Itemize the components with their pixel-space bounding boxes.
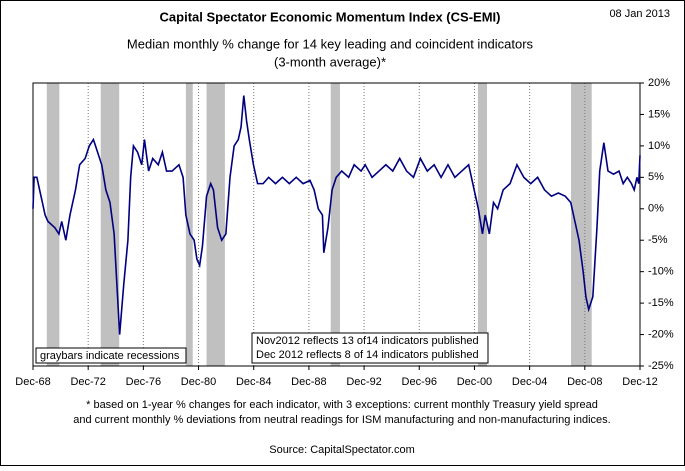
y-tick-label: -25% (648, 360, 674, 372)
recession-band (571, 83, 592, 366)
recession-band (100, 83, 120, 366)
x-tick-label: Dec-88 (291, 376, 326, 388)
y-tick-label: -20% (648, 328, 674, 340)
y-tick-label: -10% (648, 266, 674, 278)
annotation-box (251, 332, 489, 364)
chart-title: Capital Spectator Economic Momentum Inde… (160, 9, 501, 24)
x-tick-label: Dec-04 (512, 376, 547, 388)
y-tick-label: 5% (648, 171, 664, 183)
recession-band (330, 83, 340, 366)
date: 08 Jan 2013 (609, 8, 670, 20)
recession-band (185, 83, 193, 366)
y-tick-label: 0% (648, 203, 664, 215)
y-tick-label: 10% (648, 140, 670, 152)
x-tick-label: Dec-76 (126, 376, 161, 388)
footnote: and current monthly % deviations from ne… (73, 414, 610, 426)
x-tick-label: Dec-72 (70, 376, 105, 388)
data-line (32, 95, 641, 335)
x-tick-label: Dec-68 (15, 376, 50, 388)
annotation: graybars indicate recessions (40, 350, 180, 362)
y-tick-label: -15% (648, 297, 674, 309)
x-tick-label: Dec-92 (346, 376, 381, 388)
x-tick-label: Dec-84 (236, 376, 271, 388)
x-tick-label: Dec-00 (457, 376, 492, 388)
plot-border (32, 82, 641, 367)
subtitle: (3-month average)* (274, 54, 386, 69)
recession-band (206, 83, 225, 366)
x-tick-label: Dec-80 (181, 376, 216, 388)
recession-band (46, 83, 60, 366)
x-tick-label: Dec-08 (567, 376, 602, 388)
y-tick-label: 15% (648, 108, 670, 120)
y-tick-label: -5% (648, 234, 668, 246)
recession-band (477, 83, 488, 366)
y-tick-label: 20% (648, 77, 670, 89)
annotation-box (35, 347, 187, 364)
source: Source: CapitalSpectator.com (269, 444, 415, 456)
annotation: Nov2012 reflects 13 of14 indicators publ… (256, 335, 479, 347)
footnote: * based on 1-year % changes for each ind… (86, 399, 598, 411)
subtitle: Median monthly % change for 14 key leadi… (127, 36, 534, 51)
x-tick-label: Dec-96 (402, 376, 437, 388)
x-tick-label: Dec-12 (622, 376, 657, 388)
annotation: Dec 2012 reflects 8 of 14 indicators pub… (256, 349, 479, 361)
